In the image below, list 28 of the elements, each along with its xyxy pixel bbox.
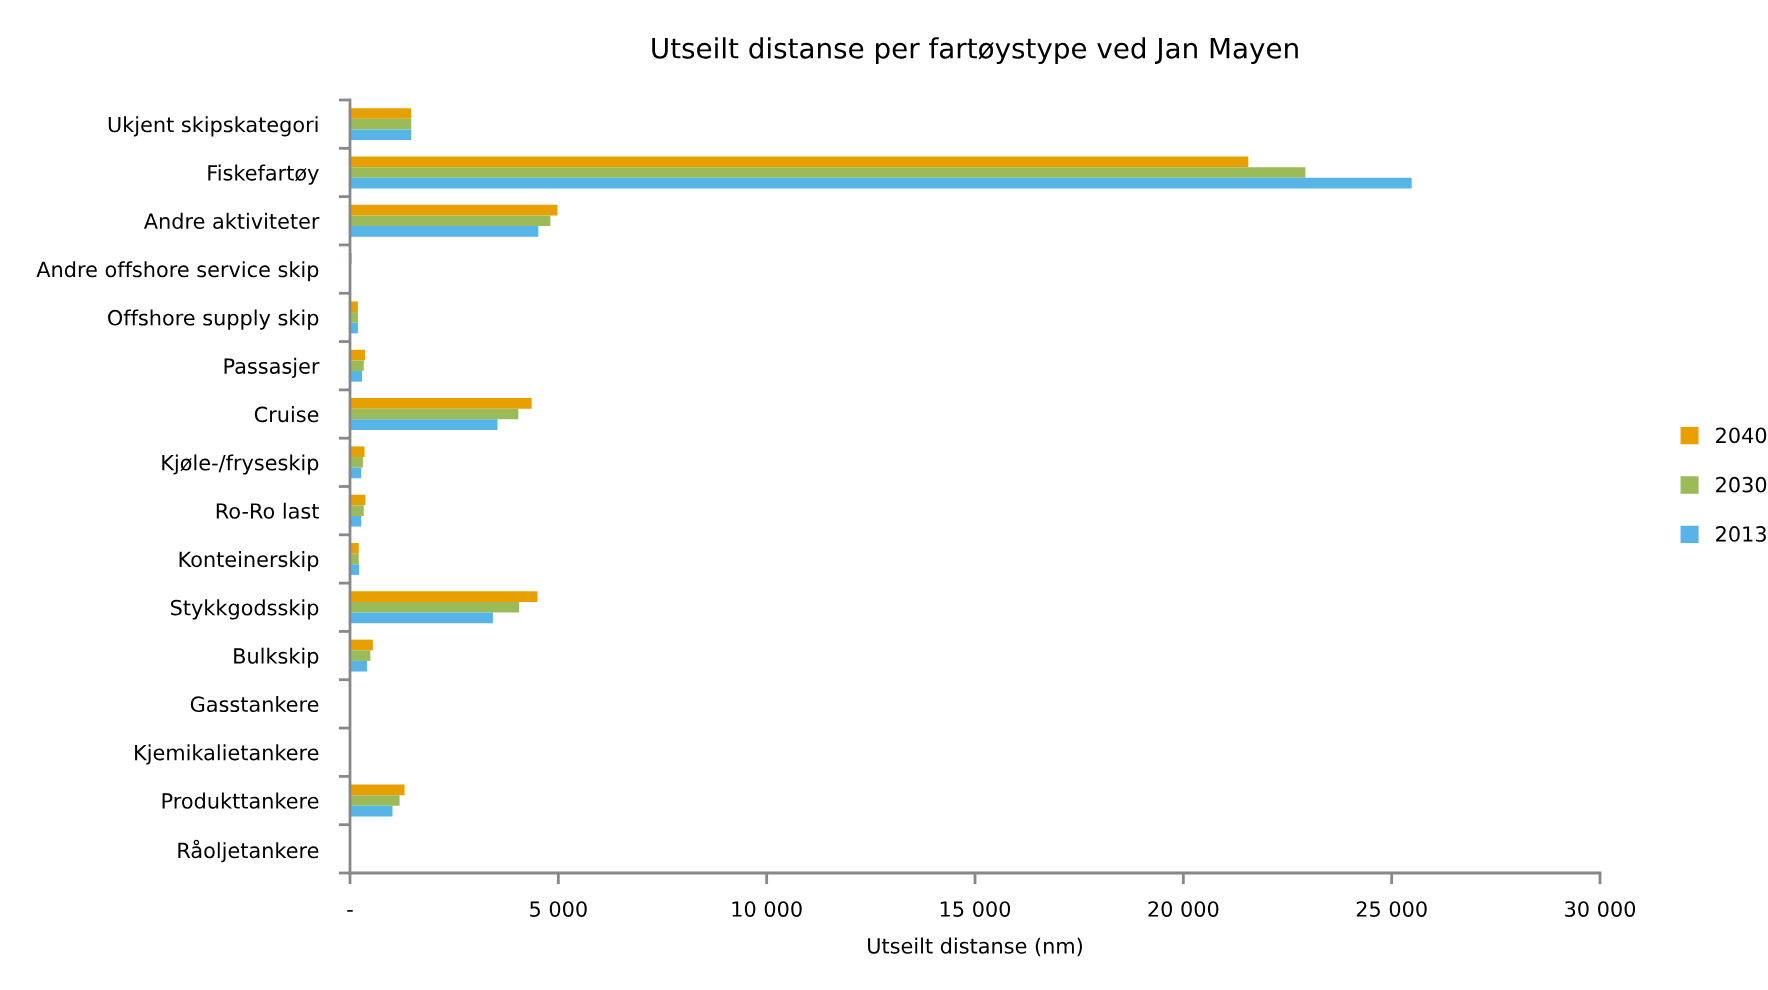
y-tick-label: Konteinerskip bbox=[179, 551, 319, 572]
x-tick-label: 5 000 bbox=[530, 901, 587, 917]
y-tick-label: Stykkgodsskip bbox=[170, 599, 319, 620]
y-tick-label: Offshore supply skip bbox=[108, 309, 319, 330]
y-tick-label: Produkttankere bbox=[162, 792, 319, 809]
y-tick-label: Kjemikalietankere bbox=[135, 744, 319, 765]
y-tick-label: Cruise bbox=[254, 406, 319, 423]
y-tick-label: Fiskefartøy bbox=[208, 164, 319, 185]
x-tick-label: 30 000 bbox=[1565, 901, 1636, 917]
x-tick-label: 15 000 bbox=[940, 901, 1011, 917]
y-tick-label: Ukjent skipskategori bbox=[108, 116, 318, 137]
x-tick-label: - bbox=[347, 910, 353, 912]
x-axis-title: Utseilt distanse (nm) bbox=[868, 937, 1082, 957]
y-tick-label: Råoljetankere bbox=[178, 839, 319, 863]
y-tick-label: Kjøle-/fryseskip bbox=[162, 454, 319, 475]
chart-title: Utseilt distanse per fartøystype ved Jan Mayen bbox=[652, 37, 1298, 65]
legend-label: 2013 bbox=[1716, 526, 1766, 542]
legend-label: 2030 bbox=[1716, 476, 1767, 493]
x-tick-label: 20 000 bbox=[1148, 901, 1219, 917]
y-tick-label: Gasstankere bbox=[190, 695, 319, 713]
legend-label: 2040 bbox=[1716, 427, 1767, 444]
y-tick-label: Andre aktiviteter bbox=[143, 212, 320, 229]
y-tick-label: Passasjer bbox=[224, 357, 320, 378]
y-tick-label: Andre offshore service skip bbox=[36, 261, 319, 282]
y-tick-label: Ro-Ro last bbox=[216, 502, 319, 519]
y-tick-label: Bulkskip bbox=[234, 647, 319, 668]
x-tick-label: 25 000 bbox=[1356, 901, 1427, 917]
x-tick-label: 10 000 bbox=[732, 901, 802, 917]
